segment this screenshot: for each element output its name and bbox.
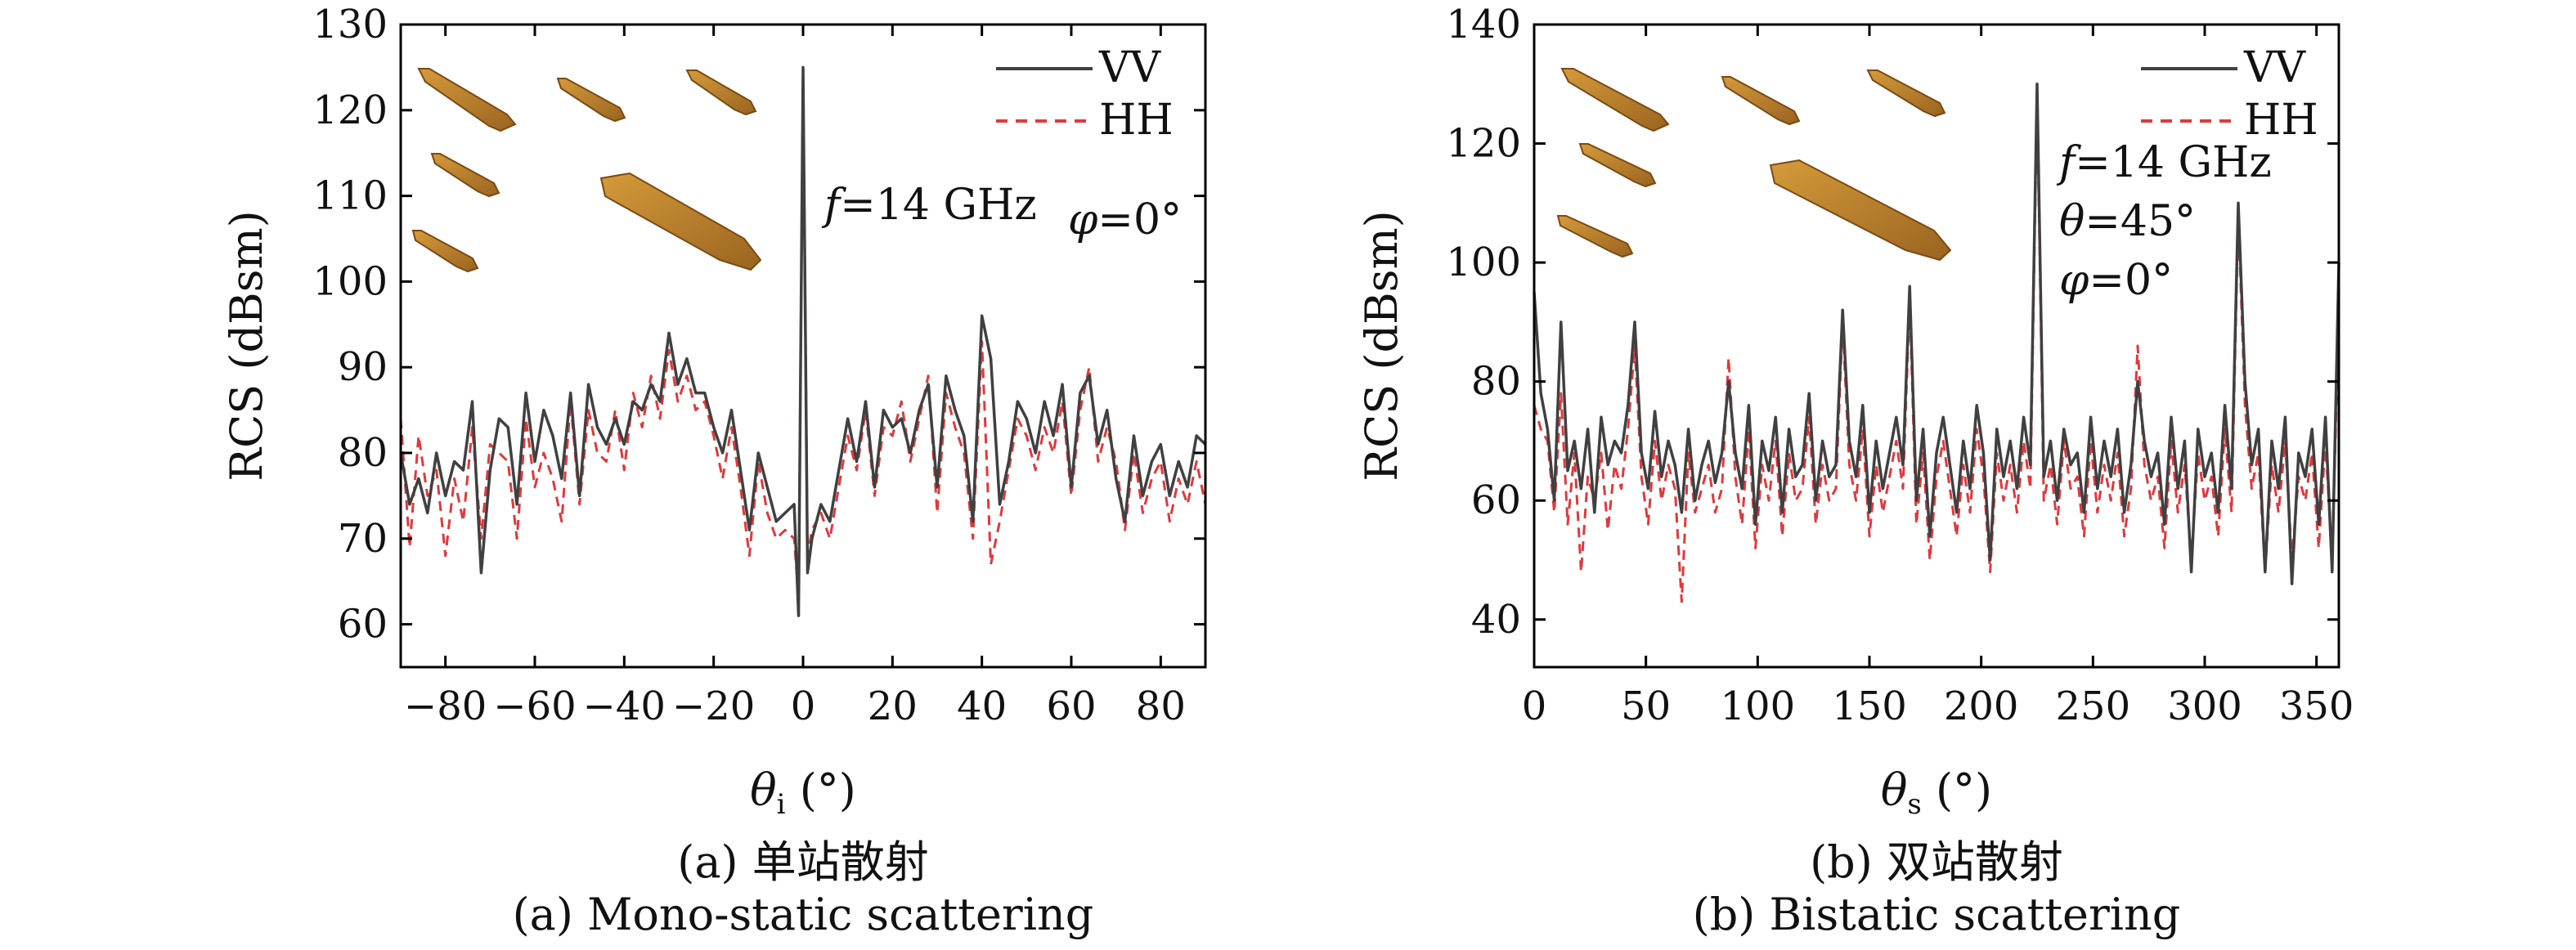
panel-b-legend: VV HH bbox=[2141, 43, 2318, 145]
x-tick-label: −40 bbox=[583, 683, 666, 729]
x-tick-label: 0 bbox=[791, 683, 816, 729]
x-tick-label: −20 bbox=[672, 683, 755, 729]
x-tick-label: 100 bbox=[1721, 683, 1796, 729]
ship-thumbnail bbox=[1721, 76, 1801, 126]
x-tick-label: −60 bbox=[493, 683, 576, 729]
panel-a-caption-cn: (a) 单站散射 bbox=[677, 836, 929, 888]
panel-a-legend: VV HH bbox=[996, 43, 1174, 145]
y-tick-label: 140 bbox=[1446, 2, 1521, 47]
panel-b-x-tick-labels: 0 50 100 150 200 250 300 350 bbox=[1522, 25, 2354, 729]
x-tick-label: 50 bbox=[1621, 683, 1671, 729]
y-tick-label: 120 bbox=[1446, 121, 1521, 167]
y-tick-label: 60 bbox=[1471, 477, 1521, 523]
panel-b-y-axis-label: RCS (dBsm) bbox=[1356, 210, 1407, 481]
y-tick-label: 80 bbox=[338, 430, 388, 476]
y-tick-label: 90 bbox=[338, 344, 388, 390]
panel-b-annotation-theta: θ=45° bbox=[2059, 197, 2196, 246]
ship-thumbnail bbox=[417, 68, 517, 132]
panel-b-bistatic: 40 60 80 100 120 140 0 50 100 150 200 250 300 350 RC… bbox=[1356, 2, 2354, 940]
y-tick-label: 100 bbox=[1446, 240, 1521, 285]
ship-thumbnail-carrier bbox=[1769, 159, 1952, 262]
x-tick-label: 20 bbox=[868, 683, 918, 729]
legend-label-hh: HH bbox=[1099, 96, 1174, 145]
panel-a-x-tick-labels: −80 −60 −40 −20 0 20 40 60 80 bbox=[404, 25, 1186, 729]
x-tick-label: −80 bbox=[404, 683, 487, 729]
y-tick-label: 110 bbox=[312, 173, 388, 219]
legend-label-vv: VV bbox=[2243, 43, 2307, 92]
legend-label-vv: VV bbox=[1098, 43, 1162, 92]
x-tick-label: 60 bbox=[1046, 683, 1096, 729]
series-line-hh bbox=[1533, 94, 2340, 603]
ship-thumbnail bbox=[685, 69, 757, 116]
panel-b-plot-area bbox=[1533, 83, 2340, 603]
x-tick-label: 150 bbox=[1832, 683, 1907, 729]
x-tick-label: 350 bbox=[2279, 683, 2354, 729]
panel-b-caption-en: (b) Bistatic scattering bbox=[1693, 889, 2181, 940]
panel-a-y-tick-labels: 60 70 80 90 100 110 120 130 bbox=[312, 2, 1205, 648]
ship-thumbnail bbox=[1578, 143, 1657, 188]
ship-thumbnail bbox=[430, 153, 500, 198]
x-tick-label: 40 bbox=[957, 683, 1007, 729]
panel-a-annotation-phi: φ=0° bbox=[1068, 195, 1182, 244]
ship-thumbnail bbox=[411, 230, 479, 273]
panel-b-axes-frame bbox=[1533, 23, 2340, 669]
panel-a-mono-static: 60 70 80 90 100 110 120 130 −80 −60 −40 −20 0 20 40 60… bbox=[221, 2, 1207, 940]
y-tick-label: 100 bbox=[312, 258, 388, 304]
ship-thumbnail bbox=[1556, 215, 1634, 258]
panel-a-ship-thumbnails bbox=[411, 68, 762, 273]
panel-b-annotation-phi: φ=0° bbox=[2059, 256, 2173, 305]
panel-a-plot-area bbox=[399, 65, 1207, 617]
ship-thumbnail bbox=[556, 78, 626, 123]
x-tick-label: 200 bbox=[1944, 683, 2019, 729]
panel-a-caption-en: (a) Mono-static scattering bbox=[513, 889, 1094, 940]
panel-a-x-axis-label: θi (°) bbox=[750, 764, 856, 821]
y-tick-label: 60 bbox=[338, 602, 388, 648]
legend-label-hh: HH bbox=[2244, 96, 2318, 145]
panel-b-caption-cn: (b) 双站散射 bbox=[1810, 836, 2063, 888]
panel-b-annotation-frequency: f=14 GHz bbox=[2056, 138, 2272, 187]
x-tick-label: 80 bbox=[1136, 683, 1186, 729]
ship-thumbnail bbox=[1866, 69, 1946, 118]
y-tick-label: 80 bbox=[1471, 359, 1521, 405]
ship-thumbnail-carrier bbox=[599, 172, 762, 271]
panel-a-axes-frame bbox=[399, 23, 1207, 669]
series-line-vv bbox=[399, 65, 1207, 617]
panel-a-y-axis-label: RCS (dBsm) bbox=[221, 210, 272, 481]
ship-thumbnail bbox=[1560, 68, 1670, 132]
series-line-vv bbox=[1533, 83, 2340, 585]
x-tick-label: 0 bbox=[1522, 683, 1547, 729]
y-tick-label: 130 bbox=[312, 2, 388, 47]
panel-a-annotation-frequency: f=14 GHz bbox=[821, 181, 1037, 230]
x-tick-label: 300 bbox=[2167, 683, 2242, 729]
x-tick-label: 250 bbox=[2056, 683, 2131, 729]
y-tick-label: 40 bbox=[1471, 597, 1521, 643]
panel-b-y-tick-labels: 40 60 80 100 120 140 bbox=[1446, 2, 2339, 643]
panel-b-x-axis-label: θs (°) bbox=[1881, 764, 1992, 821]
panel-b-ship-thumbnails bbox=[1556, 68, 1952, 262]
y-tick-label: 120 bbox=[312, 87, 388, 133]
y-tick-label: 70 bbox=[338, 516, 388, 562]
